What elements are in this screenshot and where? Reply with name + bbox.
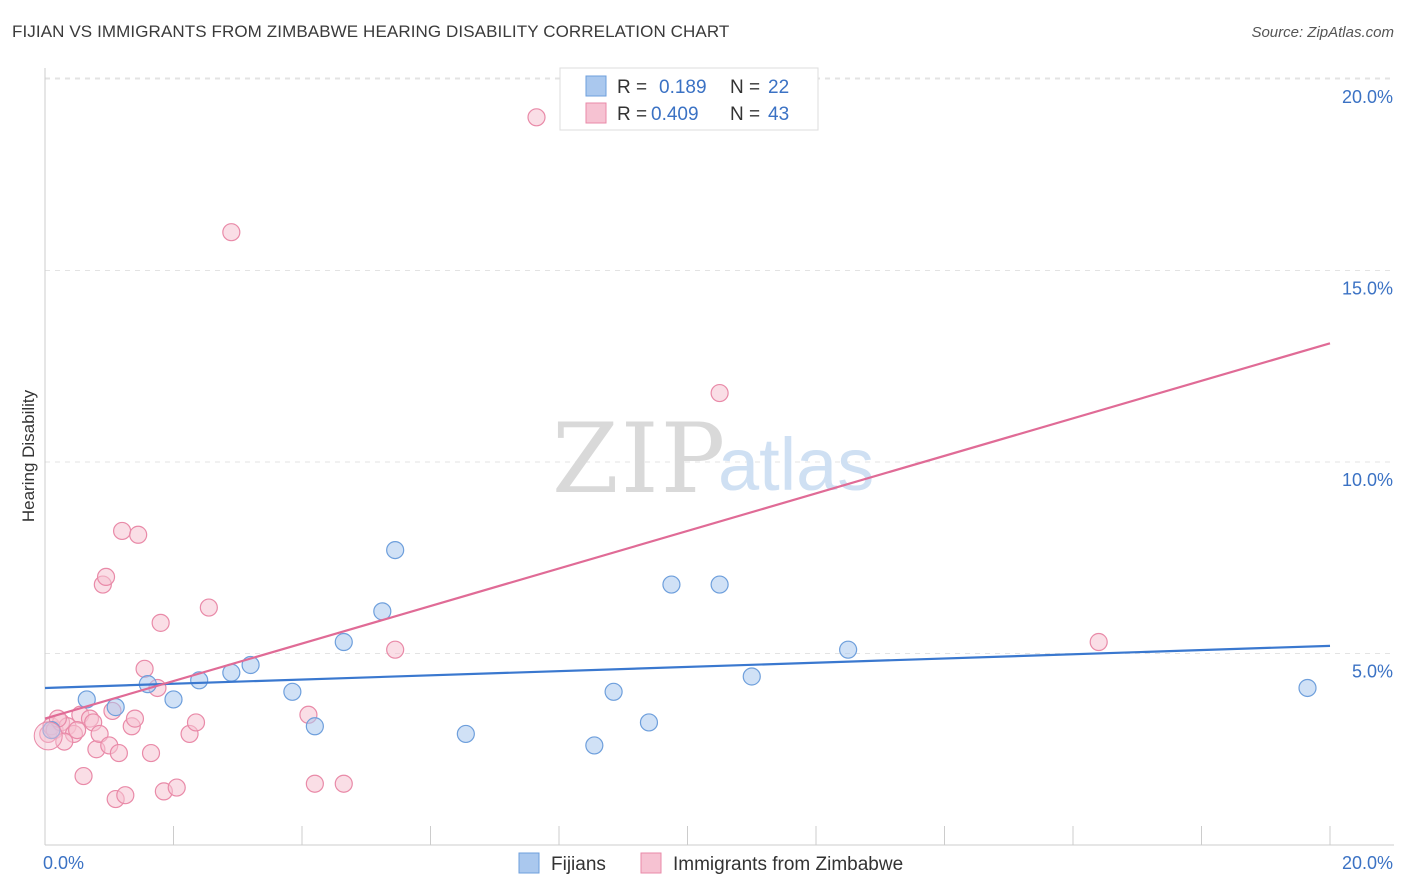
fijian-point — [305, 717, 324, 736]
zimbabwe-point — [527, 108, 546, 127]
zimbabwe-trend-line — [44, 342, 1331, 720]
zimbabwe-point — [109, 743, 128, 763]
x-tick-label-min: 0.0% — [43, 853, 84, 873]
fijian-point — [662, 575, 681, 594]
zimbabwe-point — [186, 713, 206, 732]
fijian-point — [77, 690, 96, 709]
legend-r-value-1: 0.189 — [659, 77, 707, 98]
zimbabwe-point — [68, 720, 87, 740]
y-tick-label: 15.0% — [1342, 279, 1393, 299]
legend-n-value-2: 43 — [768, 104, 789, 125]
chart-title: FIJIAN VS IMMIGRANTS FROM ZIMBABWE HEARI… — [12, 22, 730, 41]
legend-n-label-1: N = — [730, 77, 760, 98]
fijian-point — [190, 671, 209, 690]
fijian-point — [283, 682, 302, 701]
zimbabwe-point-cluster — [33, 721, 63, 751]
legend-r-label-1: R = — [617, 77, 647, 98]
fijian-point — [42, 720, 61, 740]
zimbabwe-point — [151, 613, 170, 632]
y-tick-label: 20.0% — [1342, 87, 1393, 107]
zimbabwe-point — [222, 223, 241, 242]
zimbabwe-point — [305, 774, 324, 793]
bottom-legend-swatch-zimbabwe — [640, 852, 662, 874]
legend-r-value-2: 0.409 — [651, 104, 699, 125]
fijian-point — [639, 713, 659, 732]
fijian-point — [386, 540, 405, 560]
fijian-point — [742, 667, 761, 686]
watermark-zip: ZIP — [552, 403, 727, 515]
zimbabwe-point — [710, 383, 729, 403]
fijian-trend-line — [44, 644, 1331, 690]
zimbabwe-point — [167, 778, 186, 797]
legend-box: R = 0.189 N = 22 R = 0.409 N = 43 — [559, 67, 819, 131]
x-tick-label-max: 20.0% — [1342, 853, 1393, 873]
y-tick-label: 5.0% — [1352, 662, 1393, 682]
fijian-point — [1298, 678, 1317, 698]
y-axis-label: Hearing Disability — [19, 389, 38, 522]
axes — [44, 68, 1394, 846]
bottom-legend-zimbabwe: Immigrants from Zimbabwe — [673, 854, 903, 875]
zimbabwe-point — [386, 640, 405, 659]
legend-n-label-2: N = — [730, 104, 760, 125]
fijian-point — [456, 724, 475, 744]
zimbabwe-point — [1089, 632, 1108, 652]
fijian-point — [164, 690, 183, 709]
zimbabwe-point — [135, 659, 154, 678]
fijian-point — [839, 640, 858, 659]
legend-swatch-zimbabwe — [585, 102, 607, 124]
zimbabwe-point — [74, 766, 93, 786]
zimbabwe-point — [55, 732, 74, 751]
y-tick-label: 10.0% — [1342, 470, 1393, 490]
fijian-point — [604, 682, 623, 701]
fijian-point — [334, 632, 353, 652]
bottom-legend: Fijians Immigrants from Zimbabwe — [518, 852, 903, 875]
trend-lines — [44, 342, 1331, 720]
zimbabwe-point — [141, 743, 161, 763]
zimbabwe-point — [116, 786, 135, 805]
legend-n-value-1: 22 — [768, 77, 789, 98]
tick-labels: 5.0% 10.0% 15.0% 20.0% 0.0% 20.0% — [43, 87, 1393, 873]
fijian-point — [585, 736, 604, 755]
bottom-legend-swatch-fijians — [518, 852, 540, 874]
bottom-legend-fijians: Fijians — [551, 854, 606, 875]
legend-swatch-fijians — [585, 75, 607, 97]
zimbabwe-point — [96, 567, 116, 587]
fijian-point — [106, 698, 125, 717]
fijian-point — [710, 575, 729, 594]
zimbabwe-point — [112, 521, 132, 541]
legend-r-label-2: R = — [617, 104, 647, 125]
zimbabwe-point — [129, 525, 148, 544]
source-label: Source: ZipAtlas.com — [1251, 24, 1394, 41]
data-points — [33, 108, 1317, 809]
gridlines — [45, 77, 1394, 654]
zimbabwe-point — [334, 774, 353, 793]
zimbabwe-point — [199, 598, 218, 617]
watermark-atlas: atlas — [718, 423, 874, 506]
zimbabwe-point — [125, 709, 145, 728]
